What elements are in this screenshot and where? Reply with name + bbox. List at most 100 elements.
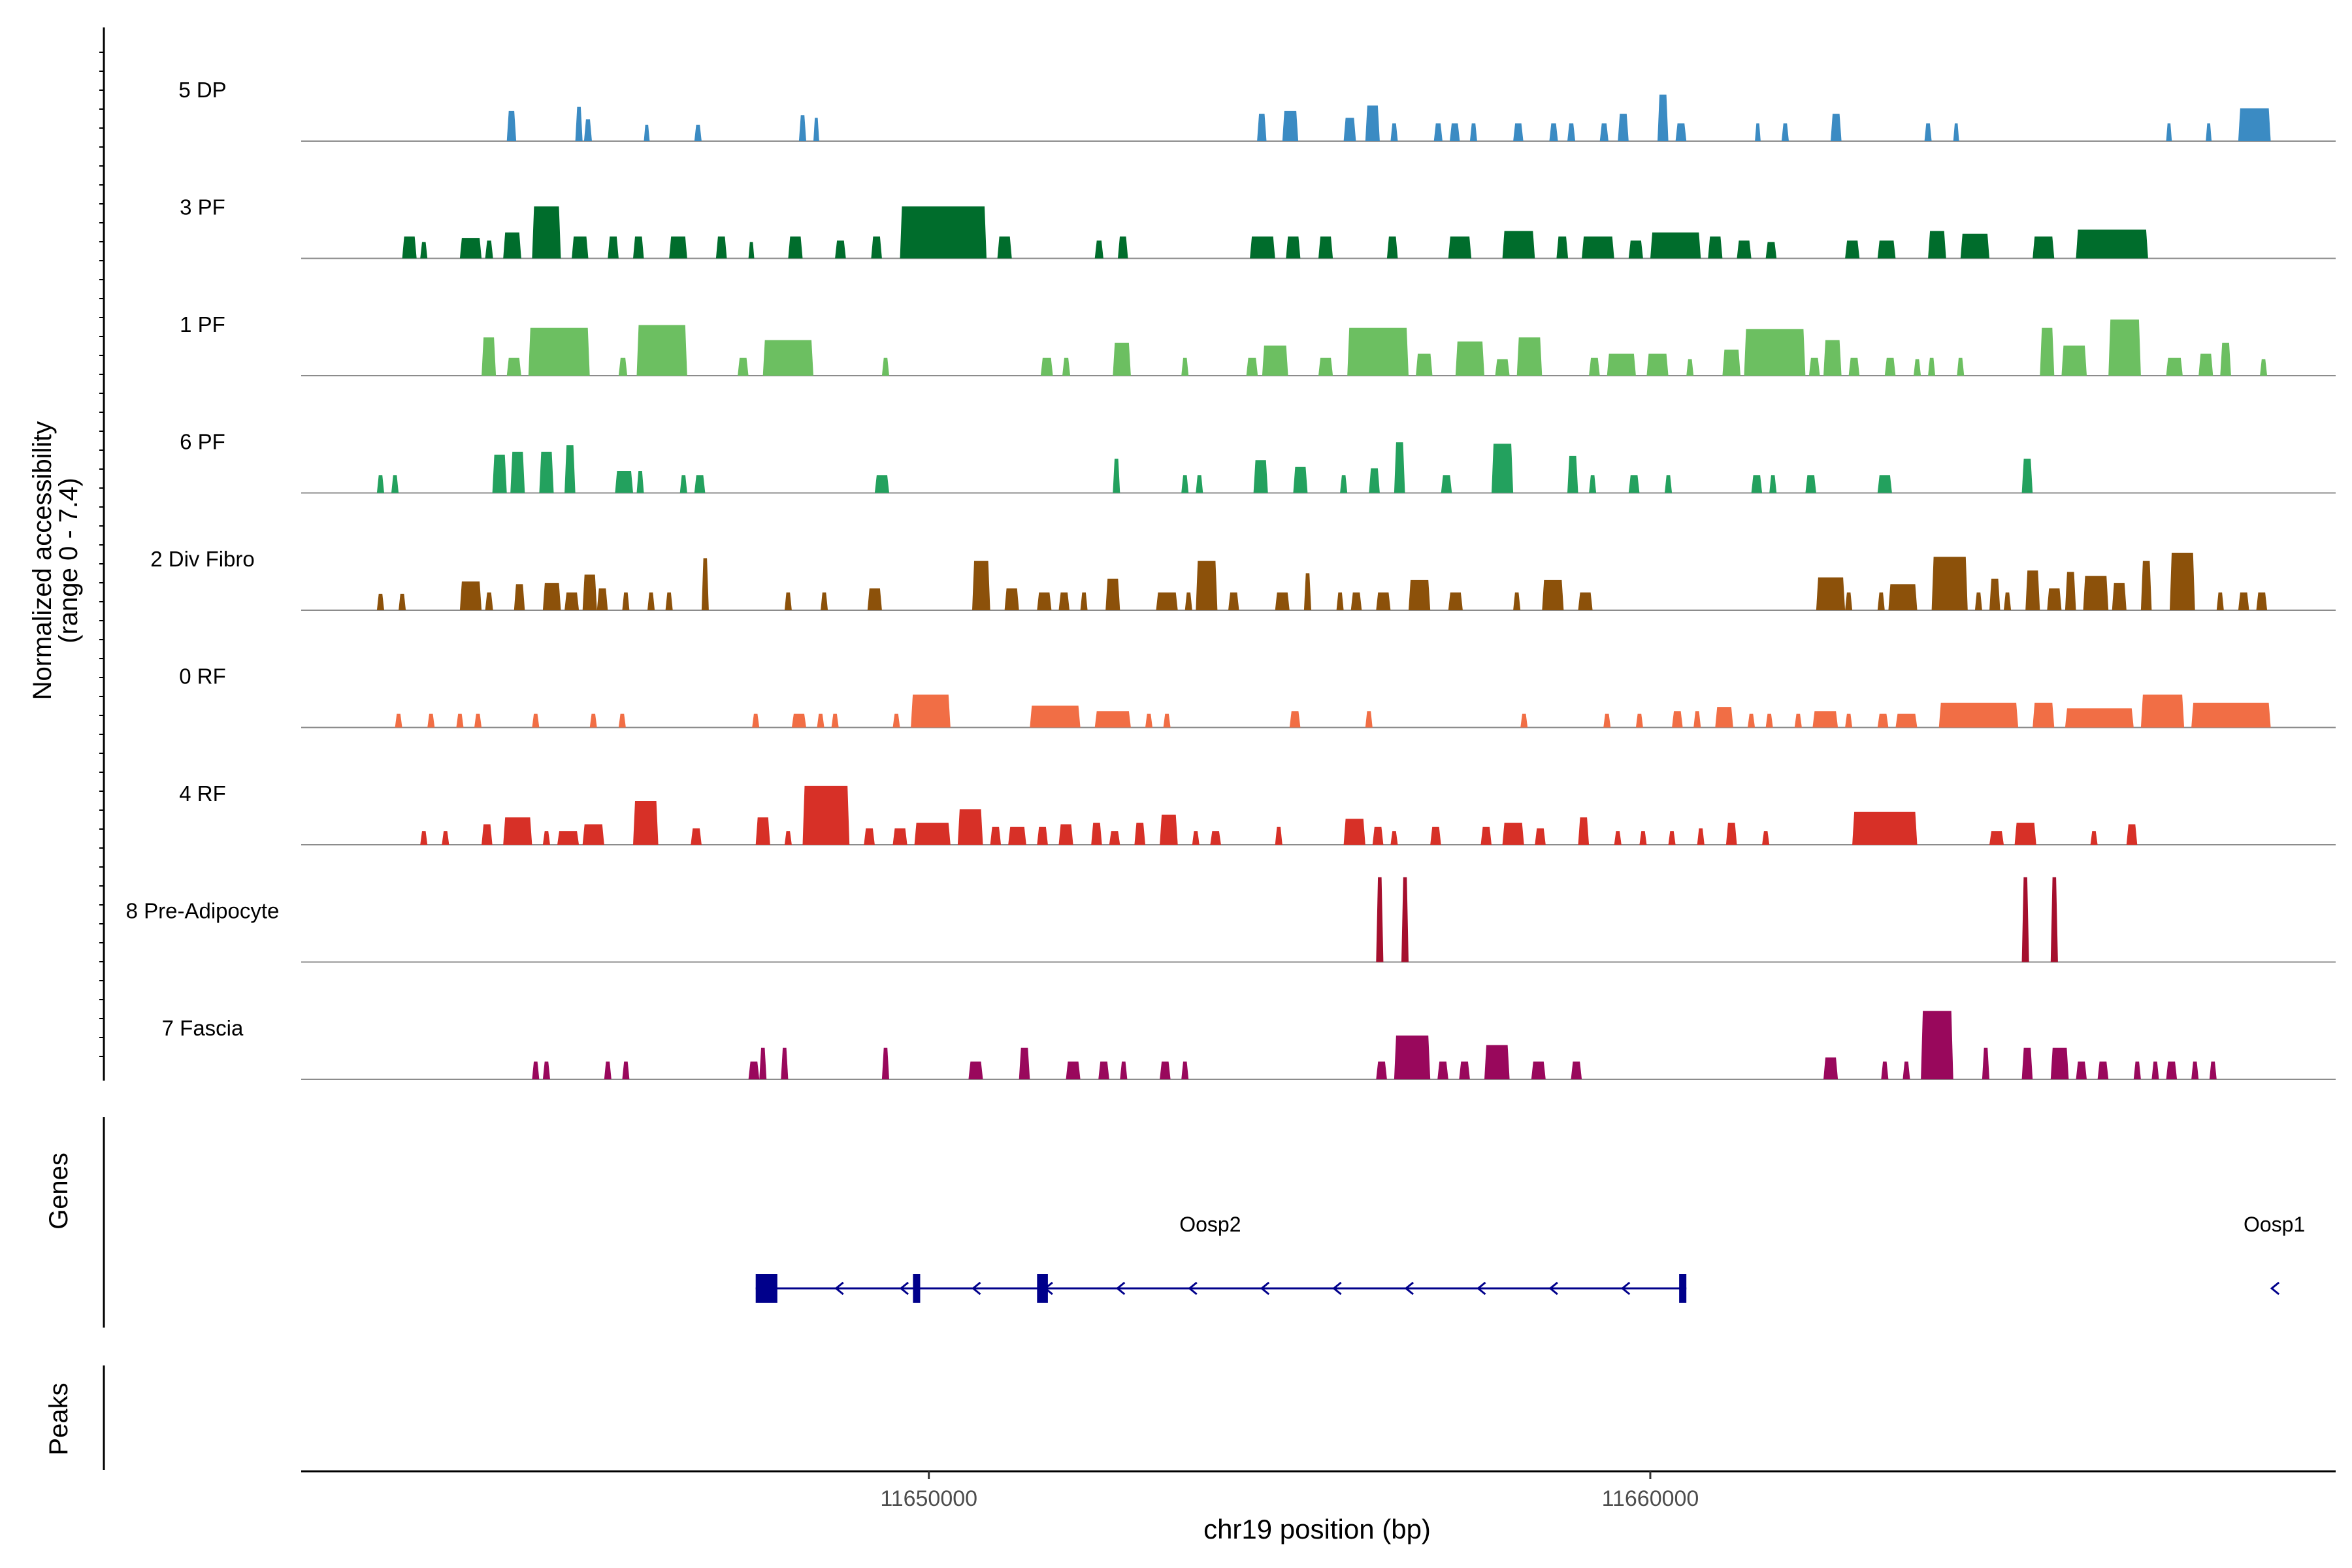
coverage-peak (1516, 337, 1543, 376)
coverage-peak (2108, 319, 2141, 376)
coverage-peak (1113, 459, 1120, 493)
coverage-peak (2021, 1047, 2033, 1079)
coverage-peak (1228, 592, 1239, 610)
coverage-peak (1282, 110, 1299, 141)
coverage-peak (2050, 877, 2058, 962)
coverage-peak (1877, 240, 1896, 259)
coverage-peak (1845, 240, 1860, 259)
coverage-peak (1921, 1011, 1953, 1079)
coverage-peak (755, 817, 770, 845)
coverage-peak (1628, 475, 1640, 493)
coverage-peak (1369, 468, 1380, 493)
track-6: 0 RF (179, 664, 2336, 728)
coverage-peak (1019, 1047, 1030, 1079)
coverage-peak (1571, 1061, 1582, 1079)
strand-arrow (899, 1281, 909, 1296)
coverage-peak (835, 240, 846, 259)
coverage-peak (1675, 123, 1687, 141)
coverage-peak (1725, 823, 1737, 845)
genes-layer: Oosp2 Oosp1 (755, 1213, 2305, 1303)
coverage-peak (1350, 592, 1362, 610)
coverage-peak (1823, 340, 1842, 376)
coverage-peak (1484, 1045, 1510, 1079)
strand-arrow (1260, 1281, 1270, 1296)
coverage-peak (1181, 475, 1189, 493)
coverage-peak (1318, 237, 1333, 259)
coverage-peak (1448, 592, 1463, 610)
coverage-peak (1582, 237, 1614, 259)
coverage-peak (784, 831, 792, 845)
coverage-peak (2047, 588, 2062, 610)
coverage-peak (1080, 592, 1088, 610)
coverage-peak (1181, 1061, 1189, 1079)
coverage-peak (2033, 237, 2055, 259)
tracks-layer: 5 DP 3 PF 1 PF 6 PF 2 Div Fibro 0 RF 4 RF 8 Pre… (126, 78, 2336, 1080)
coverage-peak (633, 237, 644, 259)
coverage-peak (1805, 475, 1816, 493)
coverage-peak (1708, 237, 1723, 259)
coverage-peak (1567, 123, 1576, 141)
strand-arrow (1043, 1281, 1053, 1296)
coverage-peak (679, 475, 687, 493)
coverage-peak (2033, 702, 2055, 728)
coverage-peak (2014, 823, 2036, 845)
coverage-peak (2191, 1061, 2199, 1079)
coverage-peak (485, 240, 493, 259)
coverage-peak (1037, 592, 1052, 610)
coverage-peak (1852, 811, 1918, 845)
coverage-peak (874, 475, 889, 493)
coverage-peak (376, 475, 384, 493)
coverage-peak (1646, 353, 1669, 376)
coverage-peak (1455, 341, 1484, 376)
coverage-peak (1845, 592, 1853, 610)
coverage-peak (2097, 1061, 2109, 1079)
coverage-peak (1650, 232, 1701, 259)
coverage-peak (1469, 123, 1477, 141)
coverage-peak (1812, 711, 1838, 728)
coverage-peak (1556, 237, 1569, 259)
coverage-peak (1336, 592, 1344, 610)
coverage-peak (1246, 357, 1258, 376)
coverage-peak (701, 558, 709, 610)
gene-exon (1679, 1274, 1687, 1303)
coverage-peak (636, 325, 687, 376)
coverage-peak (748, 242, 755, 259)
coverage-peak (596, 588, 608, 610)
coverage-peak (788, 237, 803, 259)
coverage-peak (1781, 123, 1789, 141)
gene-exon (1037, 1274, 1048, 1303)
coverage-peak (831, 713, 839, 728)
coverage-peak (1257, 114, 1267, 141)
coverage-peak (644, 124, 650, 141)
coverage-peak (781, 1047, 789, 1079)
coverage-peak (542, 1061, 550, 1079)
coverage-peak (1430, 826, 1441, 845)
coverage-peak (1156, 592, 1178, 610)
coverage-peak (395, 713, 402, 728)
coverage-peak (1639, 831, 1647, 845)
coverage-peak (1040, 357, 1053, 376)
coverage-peak (542, 831, 550, 845)
coverage-peak (589, 713, 597, 728)
coverage-peak (1094, 240, 1103, 259)
coverage-peak (622, 592, 630, 610)
coverage-peak (881, 1047, 889, 1079)
coverage-peak (1928, 231, 1946, 259)
coverage-peak (583, 119, 592, 141)
coverage-peak (1535, 828, 1546, 845)
coverage-peak (1914, 359, 1921, 376)
coverage-peak (1755, 123, 1761, 141)
track-2: 3 PF (180, 195, 2336, 259)
coverage-peak (1160, 814, 1178, 845)
coverage-peak (1603, 713, 1611, 728)
coverage-peak (1744, 329, 1806, 376)
coverage-peak (2004, 592, 2012, 610)
coverage-peak (968, 1061, 983, 1079)
coverage-peak (1589, 357, 1600, 376)
coverage-peak (1823, 1057, 1838, 1079)
coverage-peak (1697, 828, 1705, 845)
coverage-peak (2076, 229, 2148, 259)
coverage-peak (1495, 359, 1510, 376)
coverage-peak (1974, 592, 1982, 610)
